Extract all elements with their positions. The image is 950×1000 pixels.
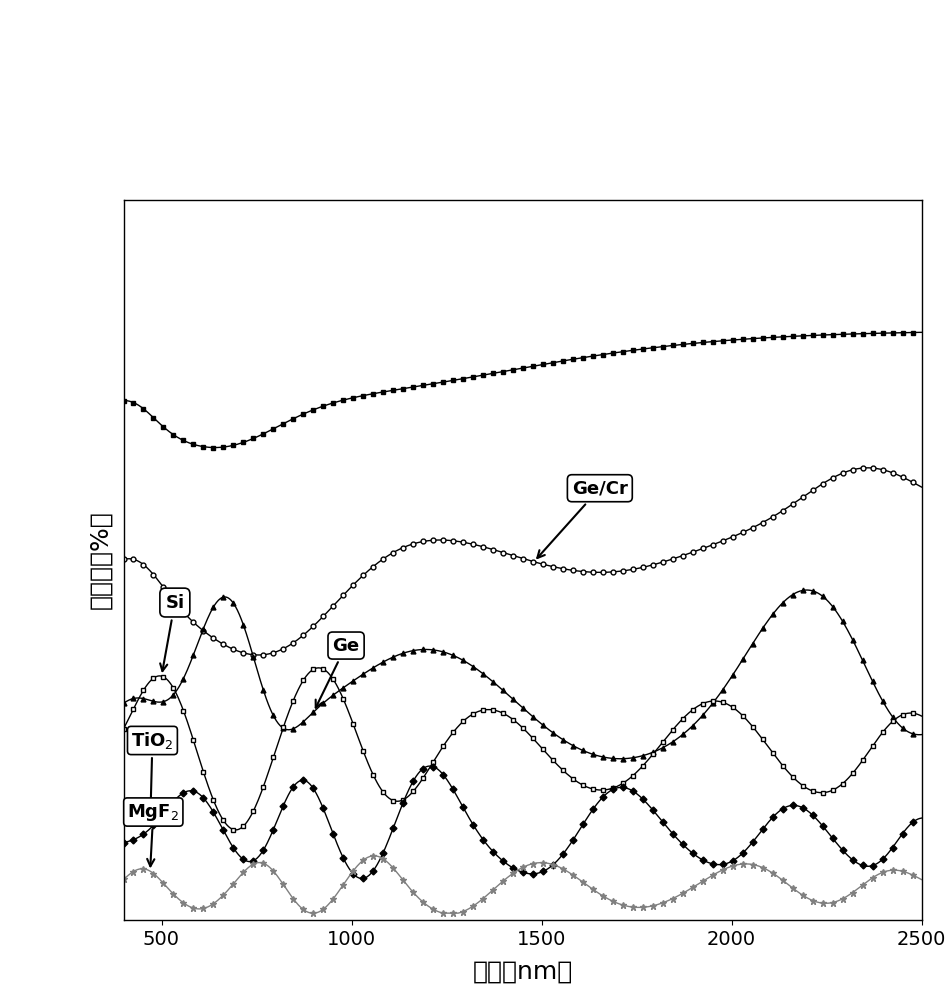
- Cr/Ge/Cr: [862, 462, 873, 474]
- Cr: [806, 329, 817, 341]
- Cr/Ge/Cr: [118, 553, 129, 565]
- Text: TiO$_2$: TiO$_2$: [131, 730, 174, 823]
- Line: Cr/Ge/Cr: Cr/Ge/Cr: [121, 465, 924, 657]
- Cr/Ge/Cr/Ge/Si/TiO2: [807, 809, 818, 821]
- Cr/Ge/Cr/Ge/Si: [916, 710, 927, 722]
- Cr/Ge/Cr: [167, 593, 179, 605]
- Cr/Ge/Cr/Ge/Si/TiO2/MgF2: [628, 901, 639, 913]
- Cr/Ge/Cr/Ge/Si/TiO2: [167, 797, 179, 809]
- Cr/Ge/Cr: [582, 566, 594, 578]
- Cr/Ge/Cr/Ge: [602, 752, 614, 764]
- Cr/Ge/Cr: [253, 649, 264, 661]
- Cr/Ge/Cr/Ge/Si: [583, 782, 595, 794]
- Cr/Ge/Cr/Ge/Si: [118, 723, 129, 735]
- Cr/Ge/Cr/Ge/Si/TiO2/MgF2: [118, 873, 129, 885]
- Text: Ge/Cr: Ge/Cr: [538, 479, 628, 558]
- Cr/Ge/Cr/Ge/Si/TiO2/MgF2: [583, 881, 595, 893]
- Y-axis label: 反射率（%）: 反射率（%）: [88, 511, 112, 609]
- Cr/Ge/Cr/Ge/Si/TiO2/MgF2: [369, 850, 380, 862]
- Cr/Ge/Cr/Ge/Si/TiO2: [118, 837, 129, 849]
- Cr/Ge/Cr/Ge/Si/TiO2: [725, 856, 736, 868]
- Cr: [582, 351, 594, 363]
- Line: Cr: Cr: [121, 330, 924, 450]
- Text: MgF$_2$: MgF$_2$: [127, 802, 180, 866]
- Cr/Ge/Cr/Ge/Si: [313, 662, 324, 674]
- Cr/Ge/Cr/Ge/Si: [167, 680, 179, 692]
- Cr/Ge/Cr/Ge: [724, 674, 735, 686]
- Cr/Ge/Cr: [603, 566, 615, 578]
- Cr/Ge/Cr/Ge/Si: [807, 785, 818, 797]
- Text: Ge: Ge: [315, 637, 360, 708]
- Cr/Ge/Cr/Ge/Si/TiO2: [628, 786, 639, 798]
- Cr/Ge/Cr/Ge/Si/TiO2/MgF2: [725, 861, 736, 873]
- Cr/Ge/Cr/Ge/Si/TiO2/MgF2: [604, 894, 616, 906]
- Cr/Ge/Cr/Ge: [581, 746, 593, 758]
- Cr/Ge/Cr/Ge/Si: [230, 824, 241, 836]
- Text: Si: Si: [161, 594, 184, 671]
- Cr/Ge/Cr: [724, 532, 735, 544]
- Line: Cr/Ge/Cr/Ge/Si/TiO2: Cr/Ge/Cr/Ge/Si/TiO2: [121, 764, 924, 881]
- Line: Cr/Ge/Cr/Ge/Si: Cr/Ge/Cr/Ge/Si: [121, 665, 924, 832]
- Cr/Ge/Cr/Ge: [801, 584, 812, 596]
- Cr: [167, 428, 179, 440]
- Line: Cr/Ge/Cr/Ge/Si/TiO2/MgF2: Cr/Ge/Cr/Ge/Si/TiO2/MgF2: [120, 852, 925, 917]
- Cr/Ge/Cr/Ge/Si: [725, 700, 736, 712]
- X-axis label: 波长（nm）: 波长（nm）: [472, 960, 573, 984]
- Cr/Ge/Cr/Ge: [167, 690, 179, 702]
- Cr: [916, 326, 927, 338]
- Cr/Ge/Cr/Ge/Si/TiO2: [604, 785, 616, 797]
- Cr/Ge/Cr/Ge/Si/TiO2: [356, 872, 368, 884]
- Cr/Ge/Cr/Ge/Si/TiO2/MgF2: [307, 907, 318, 919]
- Cr/Ge/Cr/Ge: [807, 585, 818, 597]
- Cr: [210, 442, 221, 454]
- Cr/Ge/Cr/Ge/Si/TiO2/MgF2: [916, 874, 927, 886]
- Cr/Ge/Cr/Ge/Si/TiO2/MgF2: [807, 895, 818, 907]
- Cr/Ge/Cr/Ge: [118, 697, 129, 709]
- Cr: [118, 395, 129, 407]
- Cr: [724, 334, 735, 346]
- Cr/Ge/Cr/Ge/Si/TiO2/MgF2: [167, 887, 179, 899]
- Cr/Ge/Cr/Ge/Si/TiO2: [583, 809, 595, 821]
- Cr/Ge/Cr/Ge/Si/TiO2: [916, 812, 927, 824]
- Cr: [603, 348, 615, 360]
- Cr/Ge/Cr/Ge/Si: [628, 769, 639, 781]
- Cr/Ge/Cr/Ge: [627, 752, 638, 764]
- Cr/Ge/Cr: [916, 481, 927, 493]
- Cr/Ge/Cr/Ge: [615, 753, 626, 765]
- Cr/Ge/Cr: [806, 485, 817, 497]
- Cr/Ge/Cr: [627, 563, 638, 575]
- Cr: [627, 344, 638, 356]
- Line: Cr/Ge/Cr/Ge: Cr/Ge/Cr/Ge: [121, 588, 924, 761]
- Cr/Ge/Cr/Ge/Si/TiO2: [425, 760, 436, 772]
- Cr/Ge/Cr/Ge: [916, 729, 927, 741]
- Cr/Ge/Cr/Ge/Si: [604, 783, 616, 795]
